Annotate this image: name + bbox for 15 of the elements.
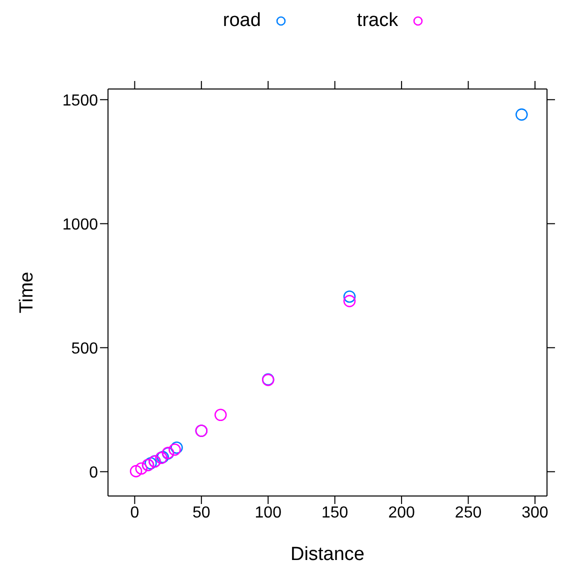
x-tick-label: 0 [130, 504, 140, 522]
x-tick-label: 250 [454, 504, 482, 522]
x-tick-label: 100 [254, 504, 282, 522]
x-tick-label: 300 [522, 504, 548, 522]
x-tick-label: 50 [192, 504, 210, 522]
y-tick-label: 0 [89, 464, 98, 482]
legend-label: track [356, 10, 398, 32]
legend-label: road [222, 10, 261, 32]
y-tick-label: 500 [71, 340, 98, 358]
x-tick-label: 200 [388, 504, 415, 522]
x-tick-label: 150 [321, 504, 348, 522]
y-tick-label: 1500 [62, 92, 98, 110]
y-tick-label: 1000 [62, 216, 98, 234]
x-axis-title: Distance [290, 544, 364, 565]
y-axis-title: Time [16, 272, 38, 314]
